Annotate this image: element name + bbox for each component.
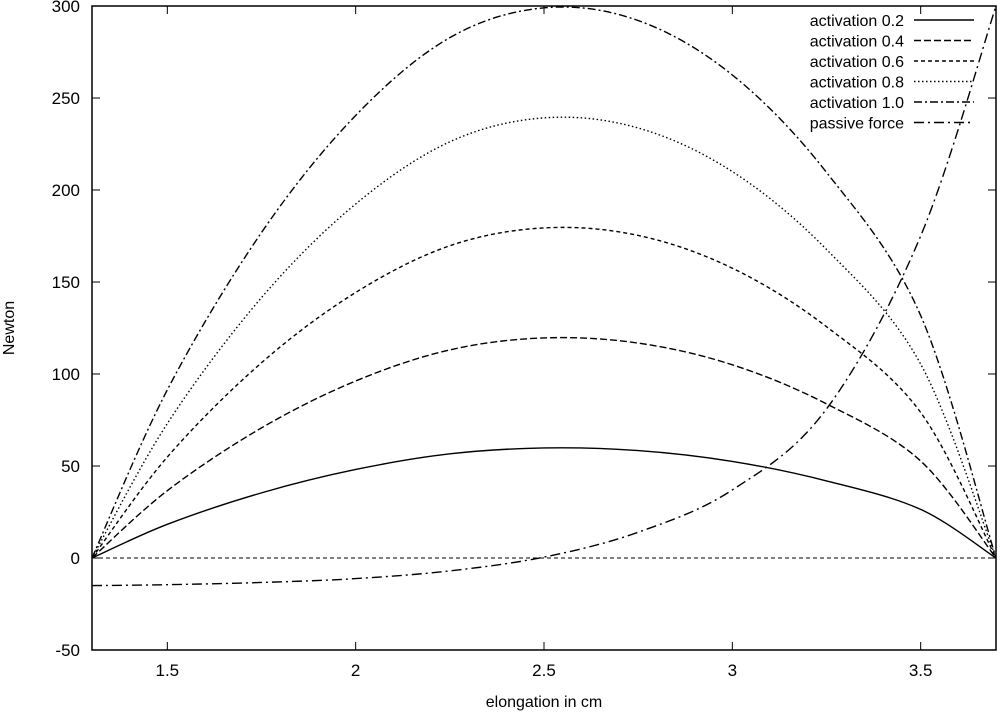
x-axis-label: elongation in cm [486, 694, 603, 711]
y-tick-label: 0 [71, 549, 80, 568]
legend-label: activation 0.2 [810, 13, 904, 30]
legend-label: activation 0.6 [810, 54, 904, 71]
x-tick-label: 2.5 [532, 661, 556, 680]
x-tick-label: 2 [351, 661, 360, 680]
legend: activation 0.2 activation 0.4 activation 0… [810, 13, 974, 133]
x-tick-label: 3 [728, 661, 737, 680]
tick-layer: 1.5 2 2.5 3 3.5 -50 0 50 100 150 200 250 300 [52, 0, 996, 680]
y-tick-label: 250 [52, 89, 80, 108]
y-axis-label: Newton [1, 301, 18, 355]
x-tick-label: 3.5 [909, 661, 933, 680]
y-tick-label: 50 [61, 457, 80, 476]
series-line-passive-force [91, 5, 997, 587]
legend-label: activation 1.0 [810, 95, 904, 112]
series-layer [91, 5, 997, 587]
legend-label: activation 0.4 [810, 34, 904, 51]
legend-label: activation 0.8 [810, 75, 904, 92]
y-tick-label: -50 [55, 641, 80, 660]
y-tick-label: 100 [52, 365, 80, 384]
series-line-activation-0-4 [91, 336, 997, 559]
y-tick-label: 300 [52, 0, 80, 16]
x-tick-label: 1.5 [156, 661, 180, 680]
series-line-activation-0-8 [91, 116, 997, 559]
y-tick-label: 200 [52, 181, 80, 200]
y-tick-label: 150 [52, 273, 80, 292]
series-line-activation-1-0 [91, 6, 997, 559]
series-line-activation-0-6 [91, 226, 997, 559]
legend-label: passive force [810, 116, 904, 133]
series-line-activation-0-2 [91, 447, 997, 559]
